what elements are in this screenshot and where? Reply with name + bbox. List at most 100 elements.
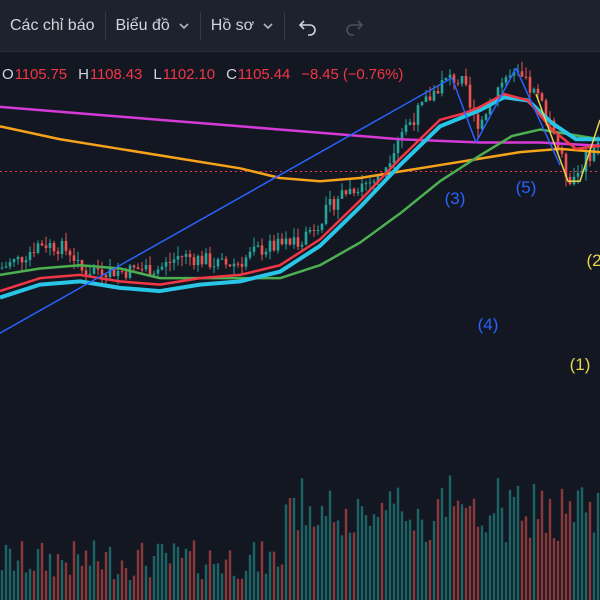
- wave-path: [535, 93, 600, 182]
- volume-bar: [132, 575, 136, 600]
- volume-bar: [104, 552, 108, 600]
- volume-bar: [368, 525, 372, 600]
- candle-body: [140, 269, 144, 271]
- candle-body: [92, 268, 96, 274]
- candle-body: [180, 256, 184, 258]
- volume-bar: [448, 475, 452, 600]
- candle-body: [272, 240, 276, 251]
- volume-bar: [204, 564, 208, 600]
- volume-bar: [496, 478, 500, 600]
- candle-body: [88, 273, 92, 276]
- candle-body: [232, 263, 236, 267]
- volume-bar: [508, 489, 512, 600]
- volume-bar: [0, 570, 4, 600]
- profile-button[interactable]: Hồ sơ: [201, 8, 284, 44]
- volume-bar: [232, 575, 236, 600]
- volume-bar: [24, 572, 28, 600]
- volume-bar: [292, 497, 296, 600]
- volume-bar: [276, 566, 280, 600]
- wave-label: (1): [570, 355, 591, 374]
- volume-bar: [544, 532, 548, 600]
- candle-body: [448, 74, 452, 78]
- candle-body: [48, 242, 52, 249]
- volume-bar: [188, 551, 192, 600]
- volume-bar: [248, 554, 252, 600]
- volume-bar: [84, 550, 88, 600]
- volume-bar: [116, 574, 120, 600]
- redo-icon[interactable]: [343, 15, 365, 37]
- price-chart[interactable]: (3) (4) (5) (1) (2: [0, 52, 600, 600]
- candle-body: [104, 274, 108, 278]
- volume-bar: [436, 499, 440, 600]
- volume-bar: [216, 563, 220, 600]
- candle-body: [332, 199, 336, 210]
- volume-bar: [528, 537, 532, 600]
- volume-bar: [480, 525, 484, 600]
- chevron-down-icon: [179, 22, 189, 29]
- volume-bar: [524, 516, 528, 600]
- candle-body: [220, 258, 224, 260]
- candle-body: [500, 82, 504, 88]
- volume-bar: [396, 487, 400, 600]
- candle-body: [196, 255, 200, 266]
- wave-path: [475, 67, 517, 143]
- candle-body: [144, 264, 148, 270]
- volume-bar: [460, 504, 464, 600]
- candle-body: [52, 242, 56, 252]
- candle-body: [12, 259, 16, 263]
- volume-bar: [456, 500, 460, 600]
- volume-bar: [380, 502, 384, 600]
- volume-bar: [556, 540, 560, 600]
- open-key: O: [2, 66, 14, 83]
- chart-type-button[interactable]: Biểu đồ: [106, 8, 200, 44]
- volume-bar: [140, 542, 144, 600]
- volume-bar: [512, 496, 516, 600]
- candle-body: [136, 267, 140, 270]
- candle-body: [132, 265, 136, 268]
- volume-bar: [252, 542, 256, 600]
- close-key: C: [226, 66, 237, 83]
- candle-body: [368, 182, 372, 184]
- candle-body: [228, 264, 232, 267]
- candle-body: [32, 251, 36, 253]
- candle-body: [188, 254, 192, 258]
- wave-label: (5): [516, 178, 537, 197]
- volume-bar: [44, 570, 48, 600]
- volume-bar: [60, 560, 64, 600]
- volume-bar: [428, 539, 432, 600]
- candle-body: [520, 71, 524, 77]
- candle-body: [84, 270, 88, 276]
- candle-body: [204, 253, 208, 265]
- volume-bar: [312, 526, 316, 600]
- volume-bar: [56, 554, 60, 600]
- volume-bar: [308, 506, 312, 600]
- volume-bar: [152, 555, 156, 600]
- indicators-button[interactable]: Các chỉ báo: [0, 8, 105, 44]
- candle-body: [276, 238, 280, 251]
- candle-body: [576, 172, 580, 177]
- volume-bar: [48, 553, 52, 600]
- volume-bar: [440, 488, 444, 600]
- volume-bar: [112, 579, 116, 600]
- volume-bar: [260, 541, 264, 600]
- volume-bar: [36, 549, 40, 600]
- volume-bar: [92, 540, 96, 600]
- candle-body: [328, 199, 332, 205]
- volume-bars: [0, 475, 600, 600]
- volume-bar: [300, 478, 304, 600]
- volume-bar: [108, 546, 112, 600]
- volume-bar: [228, 550, 232, 600]
- volume-bar: [16, 560, 20, 600]
- candle-body: [416, 105, 420, 125]
- candle-body: [532, 88, 536, 93]
- candle-body: [360, 183, 364, 192]
- toolbar-separator: [199, 11, 201, 40]
- volume-bar: [280, 564, 284, 600]
- low-key: L: [153, 66, 162, 83]
- volume-bar: [284, 504, 288, 600]
- candle-body: [480, 119, 484, 129]
- candle-body: [588, 151, 592, 161]
- top-toolbar: Các chỉ báo Biểu đồ Hồ sơ: [0, 0, 600, 52]
- undo-icon[interactable]: [297, 15, 319, 37]
- candle-body: [580, 171, 584, 173]
